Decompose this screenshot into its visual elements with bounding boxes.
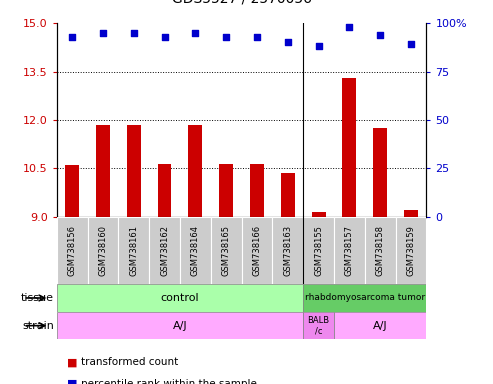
Point xyxy=(376,31,384,38)
Text: BALB
/c: BALB /c xyxy=(308,316,330,335)
Bar xyxy=(365,217,395,284)
Text: GSM738160: GSM738160 xyxy=(99,225,107,276)
Point xyxy=(130,30,138,36)
Bar xyxy=(395,217,426,284)
Point xyxy=(99,30,107,36)
Bar xyxy=(188,125,202,217)
Bar xyxy=(343,78,356,217)
Text: GSM738162: GSM738162 xyxy=(160,225,169,276)
Text: A/J: A/J xyxy=(173,321,187,331)
Text: GSM738161: GSM738161 xyxy=(129,225,138,276)
Text: GSM738165: GSM738165 xyxy=(222,225,231,276)
Point xyxy=(315,43,322,50)
Point xyxy=(407,41,415,48)
Bar xyxy=(312,212,325,217)
Bar xyxy=(149,217,180,284)
Point xyxy=(222,33,230,40)
Point xyxy=(161,33,169,40)
Point xyxy=(68,33,76,40)
Point xyxy=(191,30,199,36)
Point xyxy=(284,40,292,46)
Bar xyxy=(219,164,233,217)
Text: control: control xyxy=(161,293,199,303)
Bar xyxy=(57,284,303,312)
Bar xyxy=(303,284,426,312)
Bar xyxy=(118,217,149,284)
Text: tissue: tissue xyxy=(21,293,54,303)
Text: GSM738155: GSM738155 xyxy=(314,225,323,276)
Text: GDS5527 / 2570056: GDS5527 / 2570056 xyxy=(172,0,312,6)
Bar xyxy=(303,217,334,284)
Bar xyxy=(96,125,110,217)
Bar xyxy=(281,173,295,217)
Text: GSM738163: GSM738163 xyxy=(283,225,292,276)
Point xyxy=(253,33,261,40)
Bar xyxy=(272,217,303,284)
Bar xyxy=(404,210,418,217)
Text: GSM738164: GSM738164 xyxy=(191,225,200,276)
Text: GSM738156: GSM738156 xyxy=(68,225,76,276)
Bar xyxy=(250,164,264,217)
Text: percentile rank within the sample: percentile rank within the sample xyxy=(81,379,257,384)
Bar xyxy=(65,165,79,217)
Bar xyxy=(211,217,242,284)
Bar xyxy=(158,164,172,217)
Bar xyxy=(303,312,334,339)
Text: ■: ■ xyxy=(67,358,77,367)
Text: GSM738158: GSM738158 xyxy=(376,225,385,276)
Text: GSM738157: GSM738157 xyxy=(345,225,354,276)
Bar xyxy=(57,312,303,339)
Bar xyxy=(373,128,387,217)
Bar xyxy=(127,125,141,217)
Text: transformed count: transformed count xyxy=(81,358,178,367)
Bar xyxy=(242,217,272,284)
Bar xyxy=(57,217,88,284)
Text: GSM738166: GSM738166 xyxy=(252,225,261,276)
Text: GSM738159: GSM738159 xyxy=(407,225,416,276)
Bar xyxy=(88,217,118,284)
Text: rhabdomyosarcoma tumor: rhabdomyosarcoma tumor xyxy=(305,293,425,303)
Bar xyxy=(334,312,426,339)
Bar xyxy=(334,217,365,284)
Point xyxy=(346,24,353,30)
Bar xyxy=(180,217,211,284)
Text: strain: strain xyxy=(22,321,54,331)
Text: ■: ■ xyxy=(67,379,77,384)
Text: A/J: A/J xyxy=(373,321,387,331)
